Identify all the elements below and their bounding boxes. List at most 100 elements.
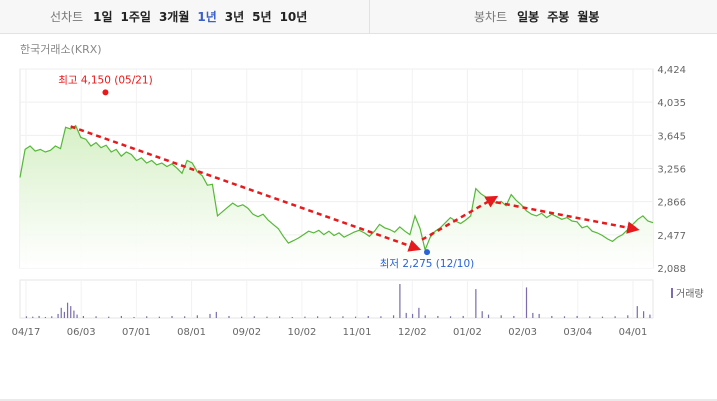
exchange-label: 한국거래소(KRX): [20, 43, 102, 56]
volume-bar: [253, 316, 255, 318]
x-tick-label: 11/01: [343, 327, 372, 338]
x-tick-label: 10/02: [287, 327, 316, 338]
high-label: 최고 4,150 (05/21): [58, 74, 153, 86]
volume-bar: [32, 316, 34, 318]
x-tick-label: 08/01: [177, 327, 206, 338]
candle-tab-group: 봉차트 일봉 주봉 월봉: [370, 0, 607, 33]
volume-bar: [82, 315, 84, 318]
y-tick-label: 4,424: [657, 65, 686, 76]
price-line: [19, 124, 654, 252]
volume-bar: [614, 316, 616, 318]
y-tick-label: 3,256: [657, 165, 686, 176]
x-tick-label: 06/03: [67, 327, 96, 338]
volume-bar: [184, 316, 186, 318]
volume-bar: [380, 316, 382, 318]
volume-bar: [120, 315, 122, 318]
tab-5y[interactable]: 5년: [252, 10, 272, 24]
volume-bar: [158, 316, 160, 318]
volume-bar: [51, 316, 53, 318]
volume-bar: [317, 316, 319, 318]
volume-bar: [525, 287, 528, 318]
volume-bar: [66, 302, 69, 318]
volume-bar: [392, 315, 395, 318]
low-label: 최저 2,275 (12/10): [380, 258, 475, 270]
tab-3m[interactable]: 3개월: [158, 10, 190, 24]
volume-bar: [538, 313, 540, 318]
volume-legend-swatch: [671, 288, 673, 298]
y-tick-label: 2,866: [657, 198, 686, 209]
trend-arrow-3: [495, 201, 640, 234]
tab-1w[interactable]: 1주일: [120, 10, 151, 24]
volume-bar: [367, 315, 369, 318]
volume-bar: [60, 307, 62, 318]
x-tick-label: 07/01: [122, 327, 151, 338]
y-tick-label: 2,088: [657, 264, 686, 275]
volume-bar: [399, 284, 401, 318]
volume-bar: [589, 316, 591, 318]
volume-legend-label: 거래량: [676, 288, 704, 300]
y-tick-label: 4,035: [657, 98, 686, 109]
volume-bar: [649, 314, 651, 318]
chart-toolbar: 선차트 1일 1주일 3개월 1년 3년 5년 10년 봉차트 일봉 주봉 월봉: [0, 0, 717, 34]
high-marker: [102, 89, 109, 96]
volume-bar: [25, 316, 28, 318]
volume-bar: [643, 311, 645, 318]
volume-bar: [228, 315, 230, 318]
tab-daily[interactable]: 일봉: [517, 10, 540, 24]
y-tick-label: 2,477: [657, 231, 686, 242]
volume-bar: [291, 316, 293, 318]
x-tick-label: 04/17: [12, 327, 41, 338]
volume-bar: [73, 310, 75, 318]
volume-bar: [76, 314, 78, 318]
volume-bar: [627, 315, 629, 318]
volume-bar: [266, 316, 268, 318]
volume-bar: [57, 313, 59, 318]
tab-1y[interactable]: 1년: [197, 10, 217, 24]
volume-bar: [532, 312, 534, 318]
volume-bar: [601, 316, 604, 318]
volume-bar: [329, 316, 331, 318]
y-tick-label: 3,645: [657, 131, 686, 142]
period-tab-group: 선차트 1일 1주일 3개월 1년 3년 5년 10년: [0, 0, 370, 33]
tab-1d[interactable]: 1일: [93, 10, 113, 24]
tab-weekly[interactable]: 주봉: [547, 10, 570, 24]
volume-bar: [481, 311, 483, 318]
tab-3y[interactable]: 3년: [224, 10, 245, 24]
volume-bar: [133, 316, 135, 318]
x-tick-label: 03/04: [563, 327, 592, 338]
volume-bar: [342, 316, 344, 318]
volume-bar: [215, 311, 217, 318]
x-tick-label: 12/02: [398, 327, 427, 338]
low-marker: [424, 249, 431, 256]
volume-bar: [551, 315, 553, 318]
volume-bar: [38, 315, 40, 318]
volume-bar: [196, 315, 198, 318]
volume-bar: [437, 315, 439, 318]
y-axis-ticks: 4,424 4,035 3,645 3,256 2,866 2,477 2,088: [657, 65, 686, 275]
trend-arrow-1: [70, 125, 422, 252]
volume-frame: [19, 279, 654, 319]
x-tick-label: 04/01: [619, 327, 648, 338]
volume-bar: [95, 316, 97, 318]
volume-bar: [424, 315, 426, 318]
x-axis-ticks: 04/17 06/03 07/01 08/01 09/02 10/02 11/01 12/02…: [12, 327, 648, 338]
extreme-markers: 최고 4,150 (05/21) 최저 2,275 (12/10): [58, 74, 474, 270]
tab-monthly[interactable]: 월봉: [577, 10, 600, 24]
volume-bar: [171, 315, 173, 318]
volume-bar: [304, 316, 306, 318]
volume-bar: [70, 306, 72, 318]
volume-bar: [63, 311, 66, 318]
volume-bar: [354, 316, 357, 318]
volume-bar: [108, 316, 110, 318]
volume-bar: [462, 315, 464, 318]
volume-bar: [563, 316, 566, 318]
volume-bar: [475, 289, 477, 318]
x-tick-label: 02/03: [508, 327, 537, 338]
volume-bar: [209, 313, 211, 318]
tab-10y[interactable]: 10년: [279, 10, 308, 24]
candle-chart-label: 봉차트: [474, 10, 508, 24]
volume-bar: [487, 314, 490, 318]
volume-bar: [576, 315, 578, 318]
volume-bar: [636, 306, 638, 318]
